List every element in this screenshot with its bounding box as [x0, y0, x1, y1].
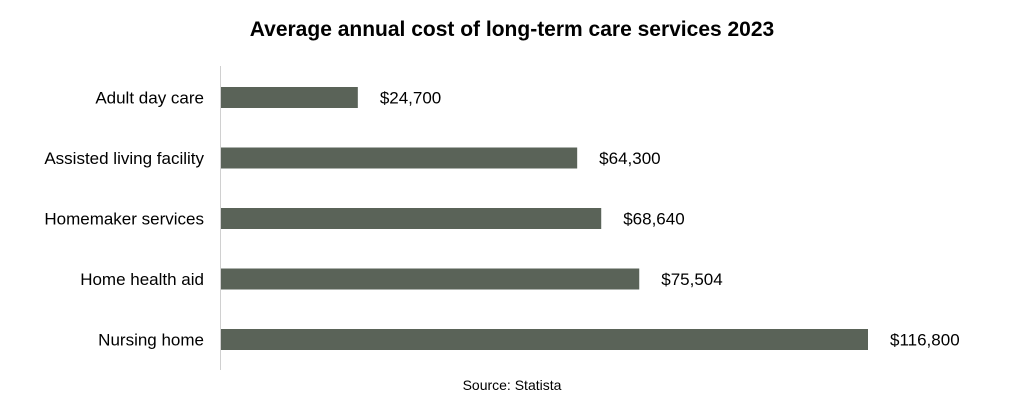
bar	[221, 208, 602, 229]
category-label: Nursing home	[98, 331, 204, 350]
data-label: $64,300	[599, 149, 660, 168]
chart-title: Average annual cost of long-term care se…	[250, 18, 774, 41]
bar	[221, 87, 358, 108]
data-label: $75,504	[661, 270, 722, 289]
bars-group: Adult day care $24,700 Assisted living fac…	[44, 87, 960, 350]
data-label: $68,640	[623, 210, 684, 229]
category-label: Home health aid	[80, 270, 204, 289]
category-label: Homemaker services	[44, 210, 204, 229]
category-label: Assisted living facility	[44, 149, 204, 168]
category-label: Adult day care	[95, 89, 204, 108]
bar	[221, 147, 578, 169]
source-note: Source: Statista	[463, 377, 562, 393]
bar	[221, 329, 868, 350]
data-label: $116,800	[890, 331, 960, 350]
data-label: $24,700	[380, 89, 441, 108]
bar	[221, 268, 640, 290]
